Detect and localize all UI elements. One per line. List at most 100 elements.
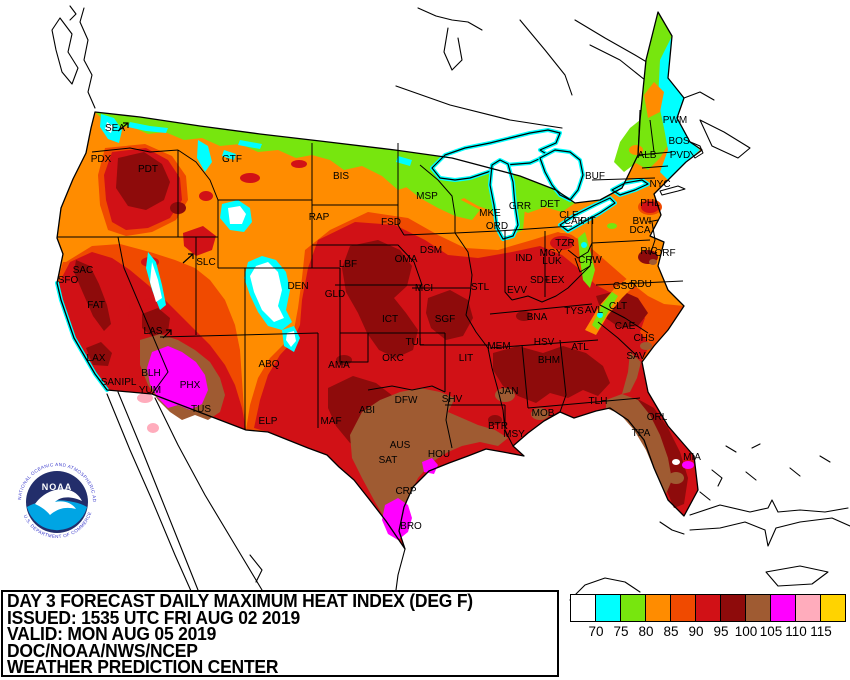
city-label-orl: ORL xyxy=(647,412,668,423)
noaa-logo-text: NOAA xyxy=(42,482,73,492)
city-label-hou: HOU xyxy=(428,449,450,460)
city-label-buf: BUF xyxy=(585,171,605,182)
city-label-sgf: SGF xyxy=(435,314,456,325)
city-label-oma: OMA xyxy=(395,254,418,265)
city-label-ord: ORD xyxy=(486,221,508,232)
city-label-pit: PIT xyxy=(580,216,596,227)
city-label-mci: MCI xyxy=(415,283,433,294)
legend-tick-95: 95 xyxy=(713,624,729,639)
legend-swatch-105-110 xyxy=(770,594,796,622)
city-label-mob: MOB xyxy=(532,408,555,419)
city-label-pdt: PDT xyxy=(138,164,158,175)
city-label-dfw: DFW xyxy=(395,395,418,406)
city-label-nyc: NYC xyxy=(649,179,670,190)
legend-swatch-70-75 xyxy=(595,594,621,622)
city-label-den: DEN xyxy=(287,281,308,292)
city-label-avl: AVL xyxy=(585,305,604,316)
city-label-yum: YUM xyxy=(139,385,161,396)
city-label-ict: ICT xyxy=(382,314,398,325)
city-label-sac: SAC xyxy=(73,265,94,276)
city-label-mke: MKE xyxy=(479,208,501,219)
legend-tick-115: 115 xyxy=(810,624,832,639)
city-label-elp: ELP xyxy=(259,416,278,427)
heat-contours xyxy=(55,12,700,549)
city-label-bwi: BWI xyxy=(633,216,652,227)
city-label-lbf: LBF xyxy=(339,259,357,270)
city-label-dsm: DSM xyxy=(420,245,442,256)
city-label-det: DET xyxy=(540,199,560,210)
city-label-sea: SEA xyxy=(105,123,125,134)
city-label-stl: STL xyxy=(471,282,490,293)
city-label-blh: BLH xyxy=(141,368,160,379)
city-label-lit: LIT xyxy=(459,353,473,364)
map-title: DAY 3 FORECAST DAILY MAXIMUM HEAT INDEX … xyxy=(7,591,473,611)
city-label-lax: LAX xyxy=(87,353,106,364)
city-label-ama: AMA xyxy=(328,360,350,371)
city-label-evv: EVV xyxy=(507,285,527,296)
city-label-tlh: TLH xyxy=(589,396,608,407)
city-label-dca: DCA xyxy=(629,225,650,236)
legend-tick-90: 90 xyxy=(688,624,704,639)
city-label-fat: FAT xyxy=(87,300,105,311)
city-label-tpa: TPA xyxy=(632,428,651,439)
city-label-cak: CAK xyxy=(564,216,585,227)
city-label-abi: ABI xyxy=(359,405,375,416)
city-label-sat: SAT xyxy=(379,455,398,466)
legend-swatches xyxy=(570,594,850,622)
city-label-cae: CAE xyxy=(615,321,636,332)
legend-tick-70: 70 xyxy=(588,624,604,639)
city-label-shv: SHV xyxy=(442,394,463,405)
valid-line: VALID: MON AUG 05 2019 xyxy=(7,624,217,645)
city-label-chs: CHS xyxy=(633,333,654,344)
city-label-cle: CLE xyxy=(559,210,579,221)
legend-swatch-85-90 xyxy=(670,594,696,622)
agency-line: DOC/NOAA/NWS/NCEP xyxy=(7,640,198,661)
city-label-grr: GRR xyxy=(509,201,531,212)
city-label-las: LAS xyxy=(144,326,163,337)
city-label-sfo: SFO xyxy=(58,275,79,286)
legend-tick-80: 80 xyxy=(638,624,654,639)
city-label-ind: IND xyxy=(515,253,532,264)
city-label-bna: BNA xyxy=(527,312,548,323)
title-block: DAY 3 FORECAST DAILY MAXIMUM HEAT INDEX … xyxy=(1,590,559,677)
city-label-sav: SAV xyxy=(626,351,646,362)
city-label-phl: PHL xyxy=(640,198,660,209)
city-label-sdf: SDF xyxy=(530,275,550,286)
city-label-clt: CLT xyxy=(609,301,627,312)
city-label-lex: LEX xyxy=(546,275,565,286)
city-label-luk: LUK xyxy=(542,256,562,267)
city-label-jan: JAN xyxy=(500,386,519,397)
city-label-rdu: RDU xyxy=(630,279,652,290)
city-label-msy: MSY xyxy=(503,429,525,440)
city-label-tul: TUL xyxy=(406,337,425,348)
city-label-bhm: BHM xyxy=(538,355,560,366)
city-label-msp: MSP xyxy=(416,191,438,202)
city-label-phx: PHX xyxy=(180,380,201,391)
state-borders xyxy=(57,109,704,449)
city-label-fsd: FSD xyxy=(381,217,401,228)
legend-tick-105: 105 xyxy=(759,624,783,639)
city-label-btr: BTR xyxy=(488,421,508,432)
great-lakes xyxy=(430,128,650,241)
city-label-pvd: PVD xyxy=(670,150,691,161)
city-label-bos: BOS xyxy=(668,136,689,147)
station-arrows xyxy=(117,122,194,339)
legend-swatch-100-105 xyxy=(745,594,771,622)
legend-tick-85: 85 xyxy=(663,624,679,639)
city-label-san: SAN xyxy=(101,377,122,388)
legend-swatch-95-100 xyxy=(720,594,746,622)
legend-tick-110: 110 xyxy=(785,624,807,639)
city-label-mia: MIA xyxy=(683,452,701,463)
center-line: WEATHER PREDICTION CENTER xyxy=(7,657,279,677)
city-label-abq: ABQ xyxy=(258,359,279,370)
city-label-tys: TYS xyxy=(564,306,584,317)
city-label-mem: MEM xyxy=(487,341,510,352)
city-label-atl: ATL xyxy=(571,342,589,353)
legend-swatch-below-70 xyxy=(570,594,596,622)
city-label-mgy: MGY xyxy=(540,248,563,259)
city-label-pdx: PDX xyxy=(91,154,112,165)
city-label-rap: RAP xyxy=(309,212,330,223)
city-label-tzr: TZR xyxy=(555,238,574,249)
